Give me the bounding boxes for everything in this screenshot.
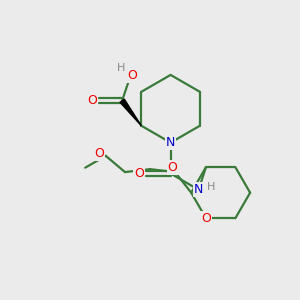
Text: H: H [116,63,125,73]
Text: O: O [127,69,137,82]
Text: O: O [94,147,104,160]
Text: O: O [201,212,211,225]
Polygon shape [120,99,141,126]
Text: N: N [194,183,203,196]
Text: O: O [168,161,178,174]
Text: H: H [207,182,215,192]
Text: O: O [134,167,144,180]
Text: O: O [87,94,97,107]
Text: N: N [166,136,175,149]
